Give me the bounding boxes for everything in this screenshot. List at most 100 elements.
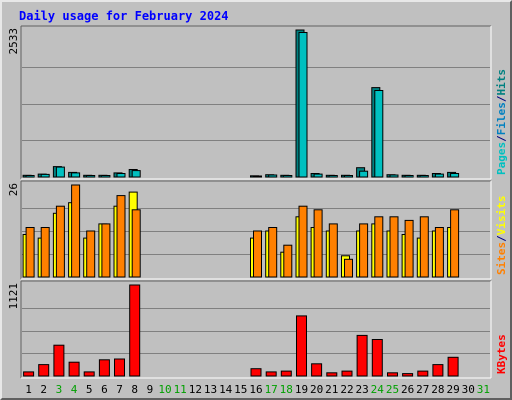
x-tick-label-day-28: 28 — [431, 383, 444, 396]
max-label-visits: 26 — [7, 183, 20, 196]
legend-segment-hits-2: Files — [495, 102, 508, 135]
bar-hits-files-day-27 — [419, 175, 429, 178]
bar-visits-sites-day-4 — [71, 184, 81, 278]
bar-visits-sites-day-24 — [374, 216, 384, 278]
x-tick-label-day-31: 31 — [477, 383, 490, 396]
max-label-hits: 2533 — [7, 28, 20, 55]
bar-visits-sites-day-29 — [450, 209, 460, 278]
plot-area-hits — [21, 26, 491, 179]
bar-visits-sites-day-6 — [101, 223, 111, 278]
bar-hits-files-day-23 — [359, 170, 369, 178]
bar-hits-files-day-2 — [40, 173, 50, 178]
x-tick-label-day-7: 7 — [116, 383, 123, 396]
bar-hits-files-day-22 — [344, 175, 353, 178]
x-tick-label-day-24: 24 — [371, 383, 385, 396]
x-tick-label-day-1: 1 — [25, 383, 32, 396]
x-tick-label-day-23: 23 — [355, 383, 368, 396]
bar-hits-files-day-4 — [71, 172, 81, 178]
bar-hits-files-day-20 — [313, 173, 323, 178]
bar-visits-sites-day-16 — [253, 230, 262, 278]
bar-kbytes-kbytes-day-5 — [83, 371, 95, 377]
bar-kbytes-kbytes-day-23 — [356, 334, 368, 377]
legend-segment-hits-4: Hits — [495, 69, 508, 96]
x-tick-label-day-13: 13 — [204, 383, 217, 396]
x-tick-label-day-3: 3 — [56, 383, 63, 396]
x-tick-label-day-6: 6 — [101, 383, 108, 396]
x-tick-label-day-12: 12 — [189, 383, 202, 396]
bar-visits-sites-day-22 — [344, 258, 353, 278]
bar-hits-files-day-29 — [450, 173, 460, 178]
x-tick-label-day-21: 21 — [325, 383, 338, 396]
bar-hits-files-day-18 — [283, 175, 293, 178]
bar-kbytes-kbytes-day-16 — [250, 368, 262, 377]
x-tick-label-day-26: 26 — [401, 383, 414, 396]
legend-segment-visits-1: / — [495, 235, 508, 242]
bar-kbytes-kbytes-day-8 — [129, 284, 141, 377]
bar-visits-sites-day-23 — [359, 223, 369, 278]
x-tick-label-day-25: 25 — [386, 383, 399, 396]
legend-segment-visits-0: Sites — [495, 242, 508, 275]
x-tick-label-day-16: 16 — [249, 383, 262, 396]
x-tick-label-day-22: 22 — [340, 383, 353, 396]
x-tick-label-day-11: 11 — [174, 383, 187, 396]
x-tick-label-day-8: 8 — [131, 383, 138, 396]
legend-segment-visits-2: Visits — [495, 196, 508, 236]
bar-visits-sites-day-19 — [298, 205, 308, 278]
bar-visits-sites-day-27 — [419, 216, 429, 278]
bar-hits-files-day-21 — [328, 175, 338, 178]
x-tick-label-day-5: 5 — [86, 383, 93, 396]
x-tick-label-day-4: 4 — [71, 383, 78, 396]
bar-visits-sites-day-20 — [313, 209, 323, 278]
plot-area-kbytes — [21, 281, 491, 378]
bar-kbytes-kbytes-day-19 — [296, 315, 307, 377]
bar-visits-sites-day-21 — [328, 223, 338, 278]
bar-hits-files-day-3 — [55, 166, 65, 178]
bar-kbytes-kbytes-day-1 — [23, 371, 35, 377]
bar-kbytes-kbytes-day-17 — [265, 371, 277, 377]
bar-visits-sites-day-2 — [40, 227, 50, 278]
bar-kbytes-kbytes-day-18 — [280, 370, 292, 377]
bar-visits-sites-day-1 — [25, 227, 35, 278]
bar-hits-files-day-1 — [25, 175, 35, 178]
bar-kbytes-kbytes-day-24 — [371, 339, 383, 377]
x-tick-label-day-29: 29 — [446, 383, 459, 396]
bar-kbytes-kbytes-day-26 — [402, 373, 414, 377]
bar-kbytes-kbytes-day-20 — [311, 363, 323, 377]
bar-hits-files-day-17 — [268, 174, 278, 178]
bar-visits-sites-day-28 — [434, 227, 444, 278]
legend-segment-hits-3: / — [495, 95, 508, 102]
bar-visits-sites-day-17 — [268, 227, 278, 278]
bar-hits-files-day-19 — [298, 32, 308, 178]
legend-segment-hits-0: Pages — [495, 142, 508, 175]
bar-hits-files-day-28 — [434, 173, 444, 178]
bar-kbytes-kbytes-day-22 — [341, 370, 353, 377]
legend-label-hits: Pages/Files/Hits — [495, 69, 508, 175]
bar-visits-sites-day-5 — [86, 230, 96, 278]
bar-kbytes-kbytes-day-7 — [114, 358, 125, 377]
x-tick-label-day-17: 17 — [265, 383, 278, 396]
legend-label-visits: Sites/Visits — [495, 196, 508, 276]
bar-kbytes-kbytes-day-28 — [432, 364, 444, 377]
bar-hits-files-day-7 — [116, 173, 126, 178]
bar-kbytes-kbytes-day-25 — [387, 372, 398, 377]
legend-segment-hits-1: / — [495, 135, 508, 142]
bar-kbytes-kbytes-day-6 — [98, 359, 110, 377]
bar-hits-files-day-26 — [404, 175, 414, 178]
bar-hits-files-day-24 — [374, 90, 384, 178]
bar-visits-sites-day-18 — [283, 244, 293, 278]
bar-hits-files-day-8 — [131, 170, 141, 178]
bar-visits-sites-day-25 — [389, 216, 399, 278]
x-tick-label-day-9: 9 — [147, 383, 154, 396]
bar-visits-sites-day-26 — [404, 219, 414, 278]
legend-segment-kbytes-0: KBytes — [495, 334, 508, 374]
bar-kbytes-kbytes-day-27 — [417, 370, 429, 377]
bar-kbytes-kbytes-day-3 — [53, 344, 65, 377]
x-tick-label-day-10: 10 — [158, 383, 171, 396]
x-tick-label-day-20: 20 — [310, 383, 323, 396]
bar-kbytes-kbytes-day-2 — [38, 364, 50, 377]
x-tick-label-day-14: 14 — [219, 383, 233, 396]
bar-visits-sites-day-7 — [116, 195, 126, 278]
chart-title: Daily usage for February 2024 — [19, 9, 229, 23]
bar-kbytes-kbytes-day-21 — [326, 372, 338, 377]
